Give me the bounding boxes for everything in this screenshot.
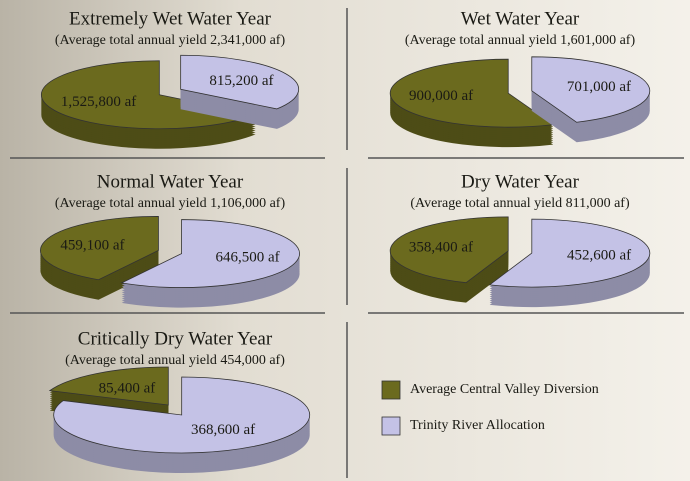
pie-slice bbox=[488, 218, 651, 288]
legend-label: Trinity River Allocation bbox=[410, 418, 545, 433]
pie-slice bbox=[389, 58, 555, 128]
pie-slice bbox=[180, 54, 300, 110]
data-label: 452,600 af bbox=[567, 248, 631, 264]
chart-title: Normal Water Year bbox=[97, 171, 244, 192]
chart-subtitle: (Average total annual yield 454,000 af) bbox=[65, 353, 285, 368]
chart-title: Extremely Wet Water Year bbox=[69, 8, 272, 29]
legend-swatch bbox=[381, 416, 401, 436]
data-label: 358,400 af bbox=[409, 239, 473, 255]
chart-title: Wet Water Year bbox=[461, 8, 580, 29]
pie-slice bbox=[40, 216, 159, 281]
pie-slice bbox=[120, 219, 300, 288]
chart-subtitle: (Average total annual yield 1,106,000 af… bbox=[55, 196, 286, 211]
data-label: 1,525,800 af bbox=[61, 94, 136, 110]
data-label: 701,000 af bbox=[567, 79, 631, 95]
data-label: 815,200 af bbox=[209, 73, 273, 89]
chart-subtitle: (Average total annual yield 1,601,000 af… bbox=[405, 33, 636, 48]
pie-slice bbox=[531, 56, 651, 123]
chart-subtitle: (Average total annual yield 811,000 af) bbox=[410, 196, 630, 211]
pie-slice bbox=[389, 216, 509, 284]
legend-swatch bbox=[381, 380, 401, 400]
data-label: 646,500 af bbox=[216, 249, 280, 265]
dividers bbox=[10, 8, 684, 478]
legend-label: Average Central Valley Diversion bbox=[410, 382, 599, 397]
chart-title: Dry Water Year bbox=[461, 171, 580, 192]
pie-slice bbox=[53, 376, 311, 454]
data-label: 368,600 af bbox=[191, 422, 255, 438]
chart-subtitle: (Average total annual yield 2,341,000 af… bbox=[55, 33, 286, 48]
data-label: 85,400 af bbox=[99, 381, 156, 397]
chart-title: Critically Dry Water Year bbox=[78, 328, 273, 349]
data-label: 459,100 af bbox=[60, 237, 124, 253]
pie-slice bbox=[48, 366, 169, 406]
data-label: 900,000 af bbox=[409, 88, 473, 104]
